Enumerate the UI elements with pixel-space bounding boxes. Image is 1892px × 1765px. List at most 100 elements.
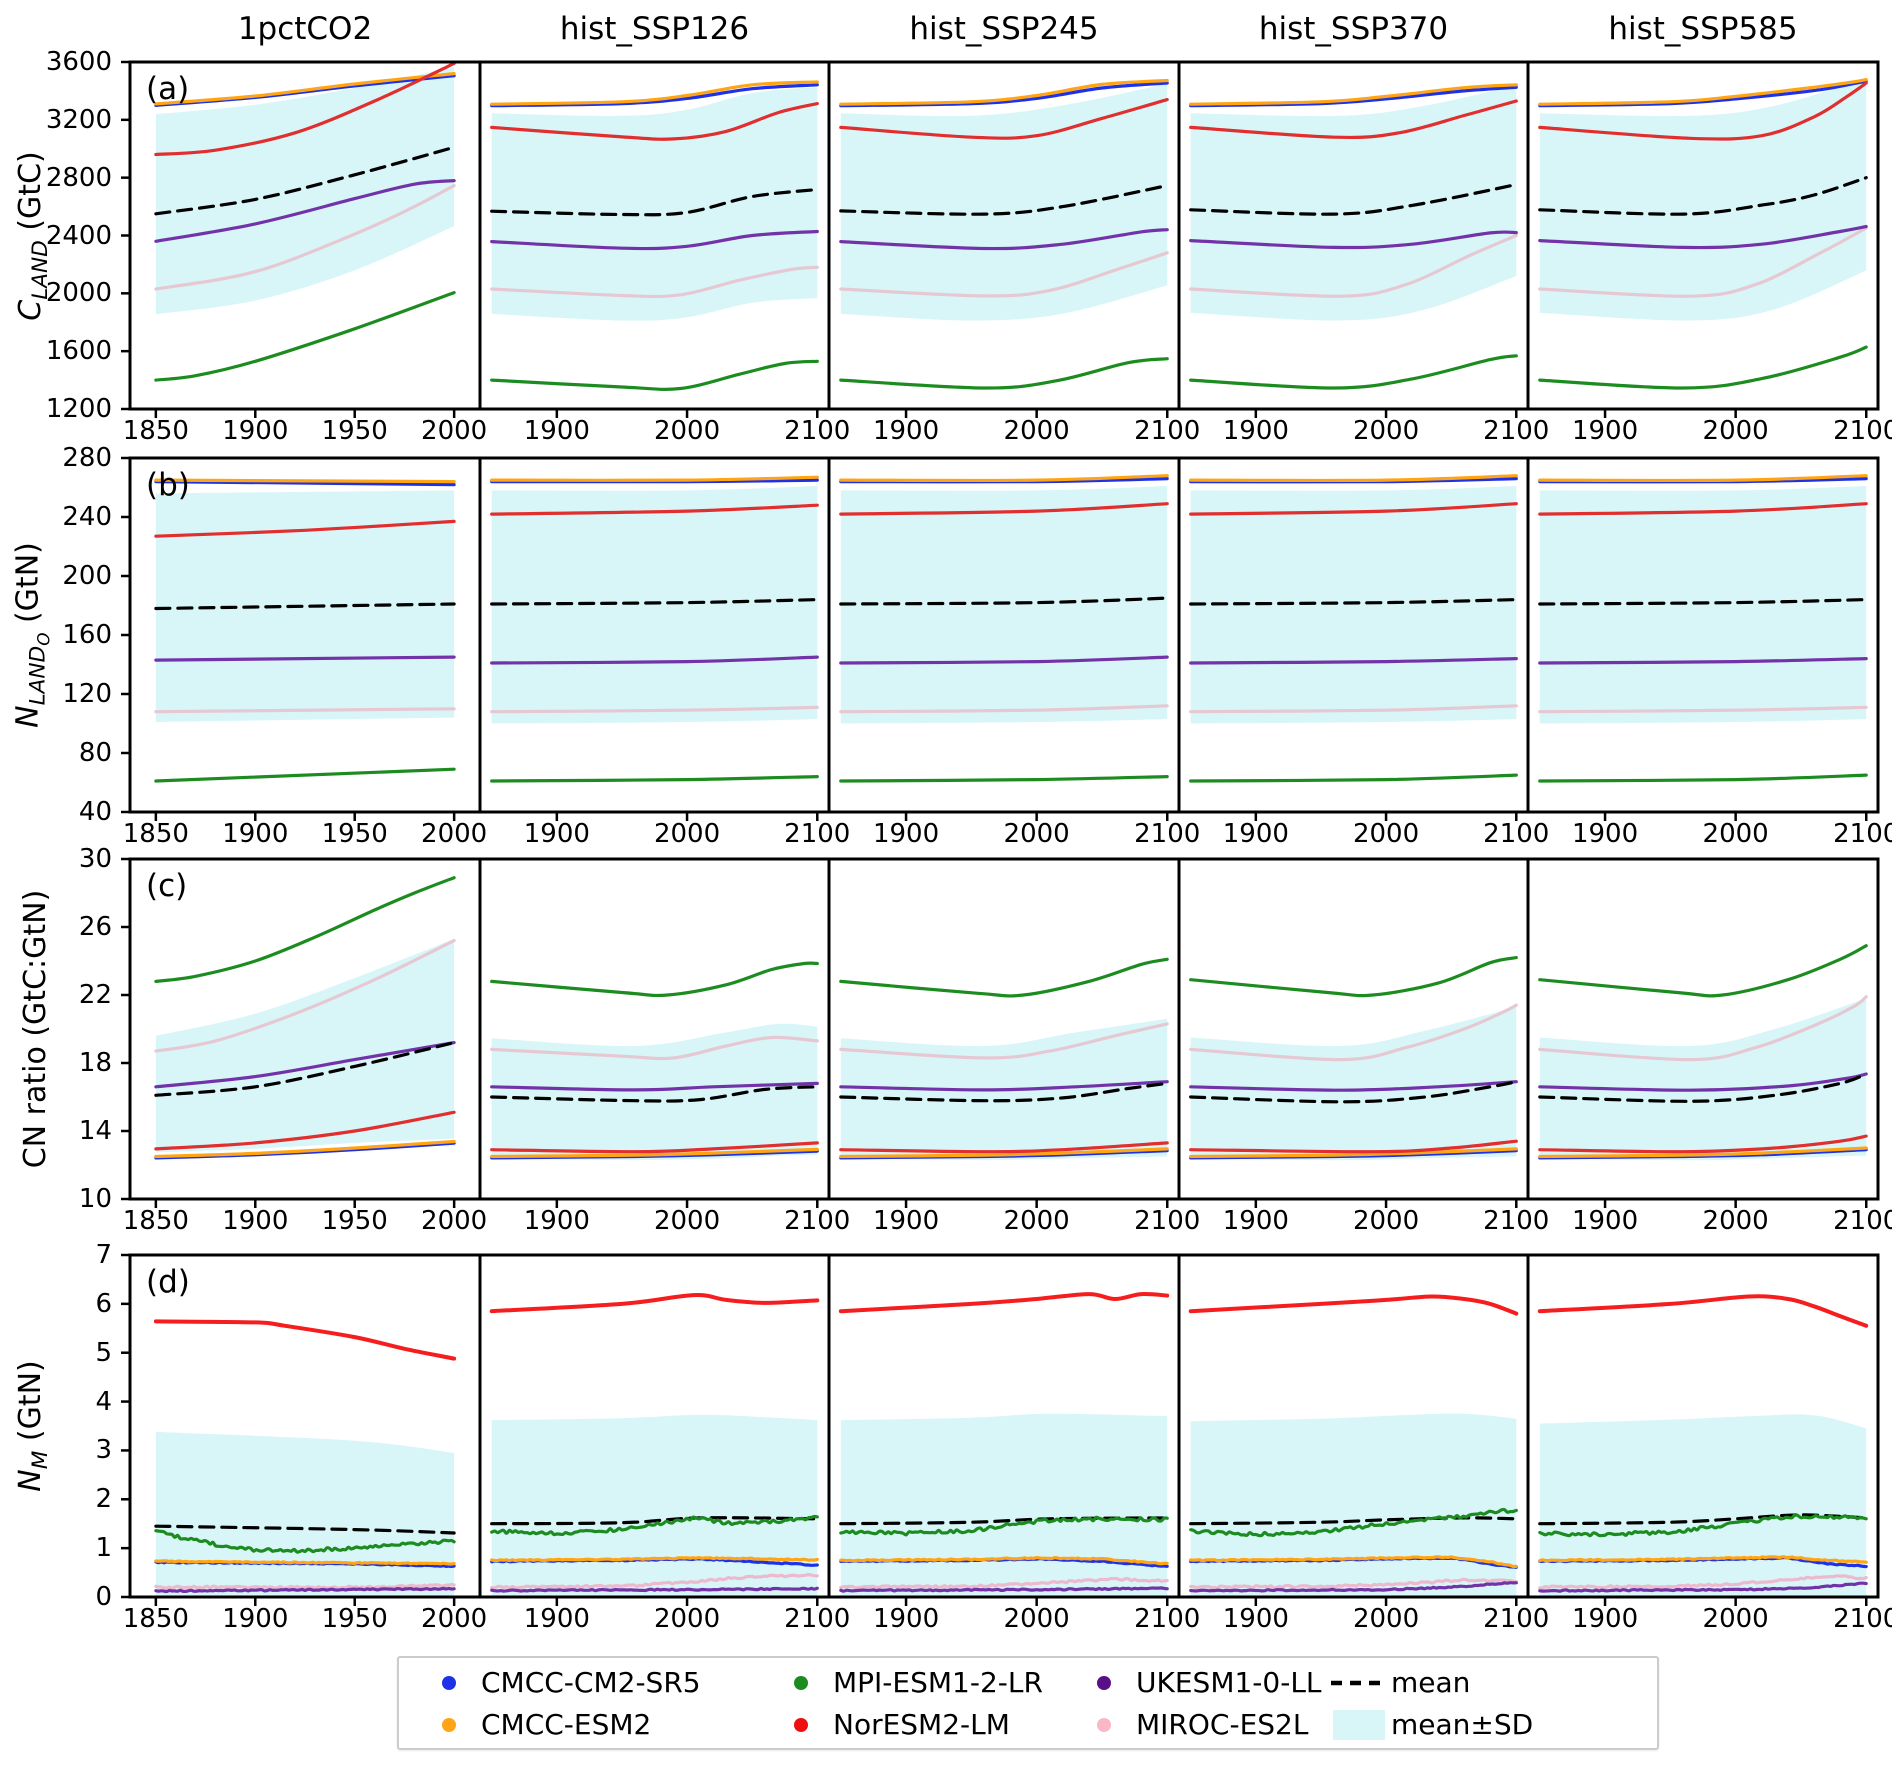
panel-border bbox=[1526, 60, 1880, 411]
legend-marker-dot-ukesm1-0-ll bbox=[1097, 1676, 1111, 1690]
chart-panel-d-hist_SSP126 bbox=[478, 1253, 831, 1606]
series-line-cmcc-esm2 bbox=[490, 1556, 819, 1563]
mean-sd-band bbox=[1190, 85, 1517, 321]
series-line-ukesm1-0-ll bbox=[1189, 1581, 1518, 1593]
column-title-3: hist_SSP245 bbox=[909, 11, 1099, 47]
series-line-cmcc-cm2-sr5 bbox=[839, 81, 1169, 108]
series-line-miroc-es2l bbox=[1189, 704, 1518, 714]
series-line-miroc-es2l bbox=[1189, 1003, 1518, 1062]
series-line-noresm2-lm bbox=[1538, 1134, 1868, 1154]
x-tick-label: 2000 bbox=[1003, 416, 1070, 446]
series-line-cmcc-cm2-sr5 bbox=[154, 480, 456, 487]
series-line-miroc-es2l bbox=[839, 704, 1169, 714]
legend-label: CMCC-CM2-SR5 bbox=[481, 1666, 701, 1699]
x-tick-label: 1900 bbox=[1571, 416, 1639, 446]
series-line-ukesm1-0-ll bbox=[154, 179, 456, 243]
series-line-mean bbox=[490, 598, 819, 606]
series-line-noresm2-lm bbox=[838, 1291, 1170, 1314]
x-tick-label: 1900 bbox=[1571, 1604, 1639, 1634]
x-tick-label: 1950 bbox=[321, 1206, 388, 1236]
series-line-cmcc-esm2 bbox=[490, 475, 819, 482]
x-tick-label: 2000 bbox=[421, 1604, 488, 1634]
series-line-noresm2-lm bbox=[154, 61, 456, 157]
legend-label: CMCC-ESM2 bbox=[481, 1708, 652, 1741]
x-tick-label: 2000 bbox=[1702, 1206, 1769, 1236]
series-line-mpi-esm1-2-lr bbox=[1189, 773, 1518, 783]
y-tick-label: 3200 bbox=[45, 104, 112, 135]
series-line-mean bbox=[839, 596, 1169, 606]
x-tick-label: 2000 bbox=[1702, 1604, 1769, 1634]
x-tick-label: 1850 bbox=[122, 416, 189, 446]
series-line-noresm2-lm bbox=[839, 1141, 1169, 1154]
column-title-2: hist_SSP126 bbox=[559, 11, 750, 47]
series-line-mpi-esm1-2-lr bbox=[839, 775, 1169, 783]
legend-marker-dot-cmcc-esm2 bbox=[442, 1718, 456, 1732]
x-tick-label: 2100 bbox=[1833, 1206, 1892, 1236]
x-tick-label: 2100 bbox=[1833, 819, 1892, 849]
series-line-cmcc-esm2 bbox=[490, 1147, 819, 1159]
chart-panel-a-hist_SSP245 bbox=[827, 60, 1181, 418]
y-tick-label: 18 bbox=[78, 1048, 112, 1078]
x-tick-label: 2000 bbox=[1352, 1604, 1420, 1634]
x-tick-label: 2000 bbox=[1702, 416, 1769, 446]
series-line-noresm2-lm bbox=[490, 1141, 819, 1154]
series-line-mpi-esm1-2-lr bbox=[1189, 354, 1518, 390]
series-line-mean bbox=[490, 1085, 819, 1103]
y-tick-label: 7 bbox=[95, 1240, 112, 1270]
y-tick-label: 5 bbox=[95, 1337, 112, 1368]
y-tick-label: 240 bbox=[62, 502, 112, 532]
y-tick-label: 10 bbox=[78, 1184, 112, 1214]
x-tick-label: 2000 bbox=[1003, 1604, 1070, 1634]
series-line-cmcc-esm2 bbox=[154, 478, 456, 484]
series-line-mean bbox=[1189, 598, 1518, 606]
y-tick-label: 2400 bbox=[45, 220, 112, 251]
y-tick-label: 3600 bbox=[45, 47, 112, 77]
mean-sd-band bbox=[1539, 486, 1867, 724]
panel-border bbox=[1526, 1253, 1880, 1599]
x-tick-label: 1900 bbox=[222, 1206, 289, 1236]
mean-sd-band bbox=[1190, 1413, 1517, 1596]
series-line-cmcc-esm2 bbox=[154, 72, 456, 106]
series-line-mean bbox=[154, 145, 456, 216]
series-line-cmcc-esm2 bbox=[1538, 1146, 1868, 1159]
series-line-mean bbox=[490, 1516, 819, 1526]
x-tick-label: 2100 bbox=[1483, 819, 1550, 849]
x-tick-label: 1900 bbox=[1571, 1206, 1639, 1236]
series-line-noresm2-lm bbox=[490, 503, 819, 516]
x-tick-label: 2100 bbox=[784, 819, 851, 849]
y-tick-label: 3 bbox=[95, 1435, 112, 1466]
x-tick-label: 2000 bbox=[1352, 416, 1420, 446]
mean-sd-band bbox=[1190, 486, 1517, 724]
x-tick-label: 1900 bbox=[523, 1604, 590, 1634]
series-line-ukesm1-0-ll bbox=[839, 228, 1169, 251]
x-tick-label: 2100 bbox=[784, 1604, 851, 1634]
y-tick-label: 80 bbox=[78, 738, 112, 768]
series-line-noresm2-lm bbox=[489, 1293, 820, 1314]
series-line-mpi-esm1-2-lr bbox=[1538, 944, 1868, 998]
y-tick-label: 1 bbox=[95, 1533, 112, 1564]
y-tick-label: 6 bbox=[95, 1288, 112, 1319]
series-line-miroc-es2l bbox=[1538, 705, 1868, 714]
y-tick-label: 26 bbox=[78, 912, 112, 942]
series-line-cmcc-esm2 bbox=[1538, 1555, 1868, 1564]
series-line-cmcc-cm2-sr5 bbox=[1189, 85, 1518, 108]
panel-letter: (d) bbox=[146, 1264, 190, 1300]
series-line-mean bbox=[154, 1041, 456, 1097]
series-line-noresm2-lm bbox=[839, 502, 1169, 516]
series-line-mpi-esm1-2-lr bbox=[490, 359, 819, 391]
chart-panel-b-1pctCO2 bbox=[121, 456, 482, 821]
x-tick-label: 1900 bbox=[222, 416, 289, 446]
series-line-noresm2-lm bbox=[153, 1319, 457, 1361]
chart-panel-a-1pctCO2 bbox=[121, 60, 482, 418]
series-line-cmcc-esm2 bbox=[154, 1559, 456, 1566]
chart-panel-a-hist_SSP370 bbox=[1177, 60, 1530, 418]
mean-sd-band bbox=[1539, 1414, 1867, 1596]
chart-panel-c-hist_SSP370 bbox=[1177, 857, 1530, 1208]
series-line-noresm2-lm bbox=[1189, 99, 1518, 140]
x-tick-label: 2100 bbox=[1134, 819, 1201, 849]
panel-letter: (b) bbox=[146, 467, 190, 503]
legend-marker-shaded-patch bbox=[1333, 1710, 1385, 1740]
series-line-mpi-esm1-2-lr bbox=[490, 775, 819, 783]
series-line-mpi-esm1-2-lr bbox=[154, 876, 456, 983]
series-line-mean bbox=[1538, 598, 1868, 606]
